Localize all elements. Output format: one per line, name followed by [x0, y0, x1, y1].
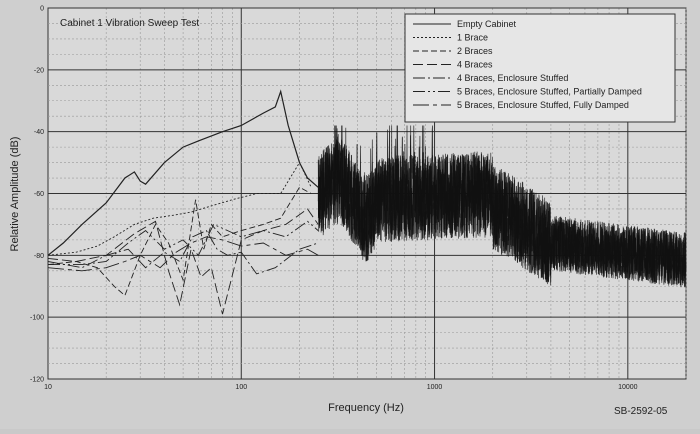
series-line-6: [47, 236, 319, 272]
series-line-5: [48, 220, 319, 266]
legend-entry-2: 2 Braces: [457, 46, 493, 56]
noise-trace-3: [317, 125, 687, 286]
x-tick-labels: 10 100 1000 10000: [44, 384, 638, 391]
series-line-2: [47, 186, 312, 297]
x-axis-label: Frequency (Hz): [328, 402, 404, 414]
y-tick-label: -100: [30, 315, 44, 322]
x-tick-label: 100: [235, 384, 247, 391]
series-line-0: [47, 89, 319, 256]
y-tick-label: -80: [34, 253, 44, 260]
y-tick-label: -40: [34, 129, 44, 136]
y-tick-label: -20: [34, 67, 44, 74]
legend-box: [404, 13, 676, 123]
y-tick-label: -120: [30, 377, 44, 384]
series-line-3: [47, 208, 319, 315]
y-tick-label: -60: [34, 191, 44, 198]
x-tick-label: 1000: [427, 384, 443, 391]
series-line-1: [47, 161, 312, 256]
legend-entry-0: Empty Cabinet: [457, 19, 517, 29]
y-tick-label: 0: [40, 6, 44, 13]
y-axis-label: Relative Amplitude (dB): [9, 137, 21, 252]
x-tick-label: 10000: [618, 384, 638, 391]
noise-region: [317, 125, 687, 288]
legend-entry-5: 5 Braces, Enclosure Stuffed, Partially D…: [457, 87, 642, 97]
legend-entry-4: 4 Braces, Enclosure Stuffed: [457, 73, 568, 83]
figure-id: SB-2592-05: [614, 406, 668, 417]
series-lines: [47, 89, 319, 315]
y-tick-labels: 0 -20 -40 -60 -80 -100 -120: [30, 6, 44, 384]
legend-entry-3: 4 Braces: [457, 60, 493, 70]
chart-title: Cabinet 1 Vibration Sweep Test: [60, 18, 199, 29]
series-line-4: [47, 230, 319, 275]
x-tick-label: 10: [44, 384, 52, 391]
legend: Empty Cabinet 1 Brace 2 Braces 4 Braces 4 Br…: [404, 13, 676, 123]
legend-entry-1: 1 Brace: [457, 33, 488, 43]
legend-entry-6: 5 Braces, Enclosure Stuffed, Fully Dampe…: [457, 100, 629, 110]
